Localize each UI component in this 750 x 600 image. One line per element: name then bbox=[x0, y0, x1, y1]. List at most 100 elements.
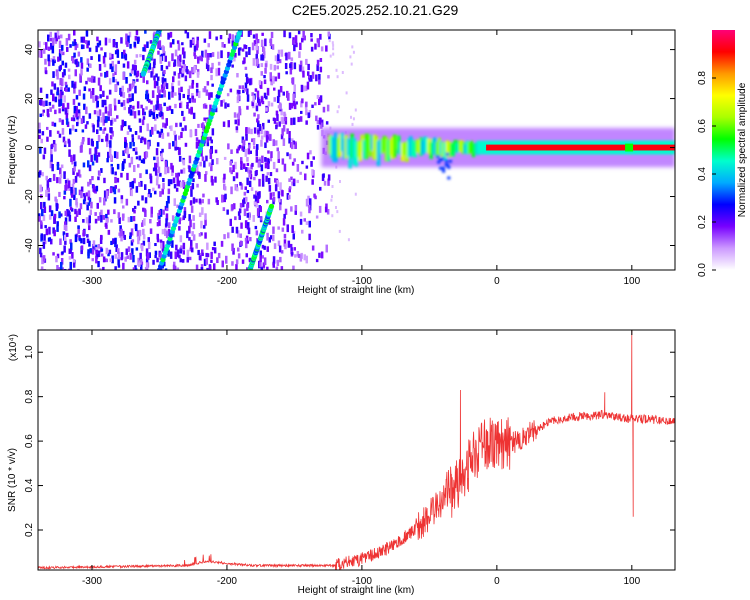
heatmap-cell bbox=[59, 167, 62, 175]
heatmap-cell bbox=[259, 206, 262, 213]
heatmap-cell bbox=[248, 144, 251, 149]
heatmap-cell bbox=[120, 228, 123, 237]
heatmap-cell bbox=[133, 59, 137, 65]
signal-cell bbox=[403, 142, 407, 155]
heatmap-cell bbox=[331, 41, 334, 45]
heatmap-cell bbox=[159, 208, 163, 217]
heatmap-cell bbox=[188, 225, 191, 234]
heatmap-cell bbox=[250, 187, 254, 191]
heatmap-cell bbox=[211, 179, 214, 186]
heatmap-cell bbox=[283, 233, 287, 239]
signal-cell bbox=[427, 138, 431, 154]
heatmap-cell bbox=[157, 50, 160, 55]
heatmap-cell bbox=[265, 95, 268, 100]
heatmap-cell bbox=[301, 229, 304, 234]
heatmap-cell bbox=[327, 31, 330, 37]
heatmap-cell bbox=[291, 142, 294, 150]
heatmap-cell bbox=[275, 122, 278, 128]
heatmap-cell bbox=[246, 105, 249, 110]
heatmap-cell bbox=[337, 105, 340, 109]
heatmap-cell bbox=[274, 184, 278, 192]
heatmap-cell bbox=[152, 167, 156, 172]
heatmap-cell bbox=[300, 66, 303, 71]
heatmap-cell bbox=[84, 124, 88, 129]
heatmap-cell bbox=[137, 135, 141, 140]
heatmap-cell bbox=[187, 88, 190, 97]
heatmap-cell bbox=[251, 162, 254, 167]
heatmap-cell bbox=[243, 163, 246, 170]
heatmap-cell bbox=[255, 156, 259, 163]
heatmap-cell bbox=[291, 77, 294, 84]
heatmap-cell bbox=[188, 108, 191, 114]
heatmap-cell bbox=[60, 49, 63, 54]
heatmap-cell bbox=[188, 237, 191, 241]
signal-cell bbox=[435, 141, 439, 158]
heatmap-cell bbox=[154, 124, 157, 132]
heatmap-cell bbox=[189, 200, 193, 206]
heatmap-cell bbox=[82, 93, 86, 100]
heatmap-cell bbox=[117, 251, 121, 260]
heatmap-cell bbox=[96, 254, 99, 258]
heatmap-cell bbox=[211, 83, 214, 87]
heatmap-cell bbox=[155, 73, 158, 78]
heatmap-cell bbox=[188, 155, 192, 164]
heatmap-cell bbox=[140, 104, 143, 109]
heatmap-cell bbox=[85, 217, 89, 224]
heatmap-cell bbox=[267, 150, 270, 154]
heatmap-cell bbox=[86, 238, 90, 244]
heatmap-cell bbox=[63, 95, 66, 103]
heatmap-cell bbox=[140, 159, 144, 164]
heatmap-cell bbox=[41, 256, 44, 265]
heatmap-cell bbox=[208, 162, 212, 167]
heatmap-cell bbox=[42, 214, 46, 221]
heatmap-cell bbox=[152, 187, 155, 192]
heatmap-cell bbox=[62, 136, 66, 143]
heatmap-cell bbox=[197, 139, 201, 147]
heatmap-cell bbox=[272, 139, 275, 147]
heatmap-cell bbox=[207, 43, 210, 48]
heatmap-cell bbox=[288, 131, 291, 138]
signal-cell bbox=[354, 141, 358, 167]
heatmap-cell bbox=[96, 202, 99, 209]
heatmap-cell bbox=[49, 130, 52, 137]
heatmap-cell bbox=[107, 111, 110, 116]
heatmap-cell bbox=[191, 247, 194, 253]
heatmap-cell bbox=[230, 149, 233, 154]
signal-cell bbox=[336, 137, 340, 158]
heatmap-cell bbox=[195, 198, 198, 203]
heatmap-cell bbox=[94, 218, 98, 224]
heatmap-cell bbox=[305, 221, 309, 225]
heatmap-cell bbox=[242, 139, 245, 147]
heatmap-cell bbox=[165, 118, 168, 126]
heatmap-cell bbox=[282, 218, 286, 226]
heatmap-cell bbox=[158, 131, 162, 138]
heatmap-cell bbox=[58, 53, 62, 61]
heatmap-cell bbox=[276, 96, 280, 104]
heatmap-cell bbox=[274, 55, 278, 62]
heatmap-cell bbox=[324, 206, 328, 213]
heatmap-cell bbox=[116, 81, 120, 86]
heatmap-cell bbox=[259, 250, 262, 257]
heatmap-cell bbox=[277, 53, 280, 61]
heatmap-cell bbox=[65, 88, 68, 92]
heatmap-cell bbox=[120, 195, 124, 200]
heatmap-cell bbox=[299, 254, 303, 262]
heatmap-cell bbox=[282, 138, 286, 146]
heatmap-cell bbox=[125, 142, 128, 151]
heatmap-cell bbox=[263, 75, 266, 79]
heatmap-cell bbox=[62, 103, 65, 110]
heatmap-cell bbox=[222, 207, 226, 212]
heatmap-cell bbox=[155, 148, 159, 156]
heatmap-cell bbox=[157, 86, 160, 93]
heatmap-cell bbox=[269, 38, 273, 47]
heatmap-cell bbox=[299, 60, 303, 69]
heatmap-cell bbox=[128, 98, 131, 103]
heatmap-cell bbox=[292, 140, 295, 145]
heatmap-cell bbox=[44, 67, 47, 74]
heatmap-cell bbox=[195, 82, 199, 88]
heatmap-cell bbox=[104, 99, 107, 106]
signal-cell bbox=[419, 137, 423, 156]
heatmap-y-tick-label: 0 bbox=[24, 144, 35, 150]
signal-cell bbox=[436, 155, 440, 159]
heatmap-cell bbox=[109, 103, 112, 109]
